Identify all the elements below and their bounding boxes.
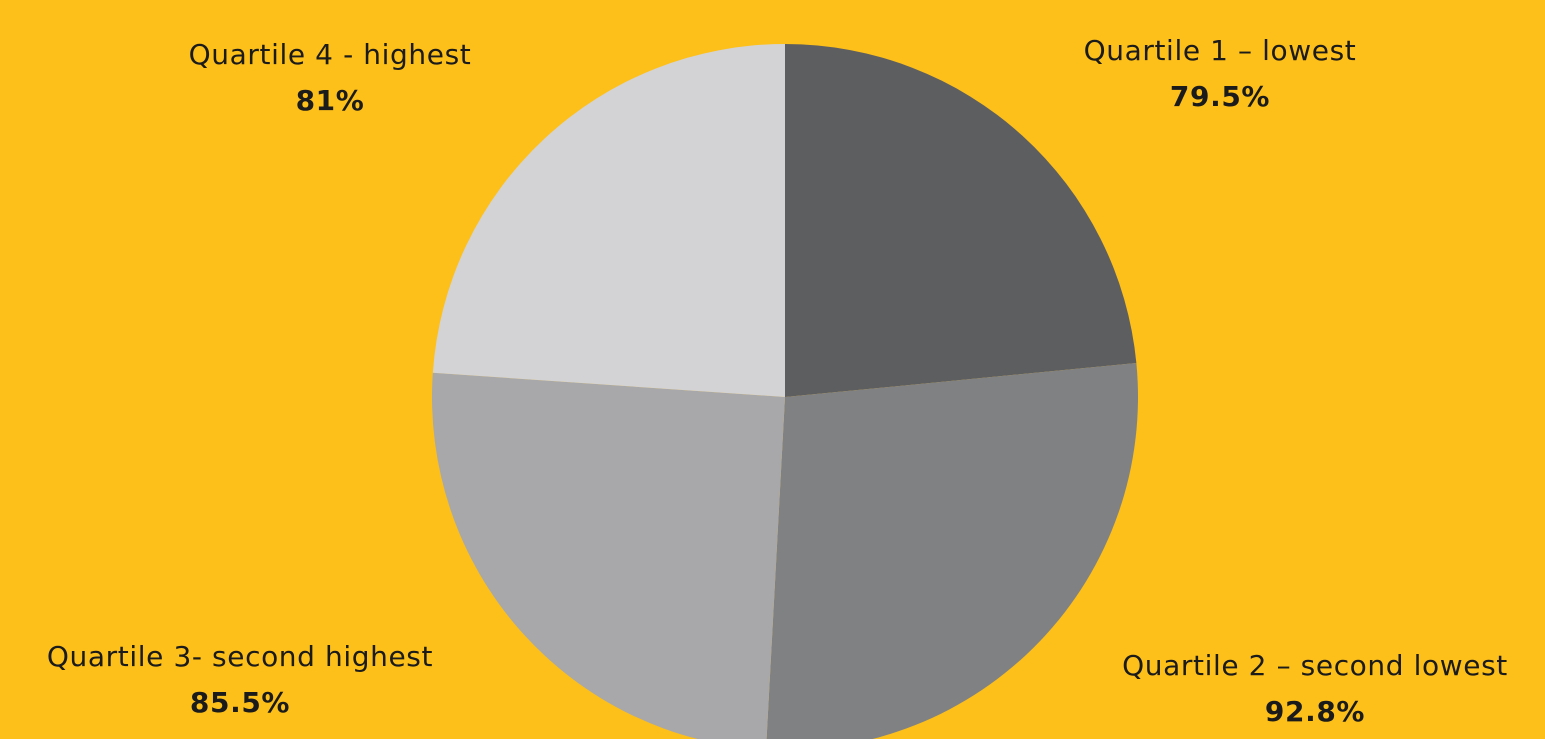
pie-slice-q1 bbox=[785, 43, 1137, 397]
slice-label-q4-name: Quartile 4 - highest bbox=[188, 38, 472, 71]
pie-slice-q4 bbox=[432, 44, 785, 397]
pie-slice-q3 bbox=[432, 372, 785, 739]
slice-label-q4: Quartile 4 - highest 81% bbox=[150, 32, 510, 124]
slice-label-q2-value: 92.8% bbox=[1264, 695, 1366, 728]
slice-label-q2: Quartile 2 – second lowest 92.8% bbox=[1085, 643, 1545, 735]
slice-label-q3-name: Quartile 3- second highest bbox=[46, 640, 434, 673]
slice-label-q1: Quartile 1 – lowest 79.5% bbox=[1060, 28, 1380, 120]
pie-slices bbox=[432, 43, 1138, 739]
slice-label-q1-value: 79.5% bbox=[1169, 80, 1271, 113]
slice-label-q2-name: Quartile 2 – second lowest bbox=[1122, 649, 1508, 682]
slice-label-q3: Quartile 3- second highest 85.5% bbox=[10, 634, 470, 726]
slice-label-q1-name: Quartile 1 – lowest bbox=[1083, 34, 1357, 67]
pie-slice-q2 bbox=[766, 363, 1138, 739]
slice-label-q3-value: 85.5% bbox=[189, 686, 291, 719]
slice-label-q4-value: 81% bbox=[295, 84, 365, 117]
